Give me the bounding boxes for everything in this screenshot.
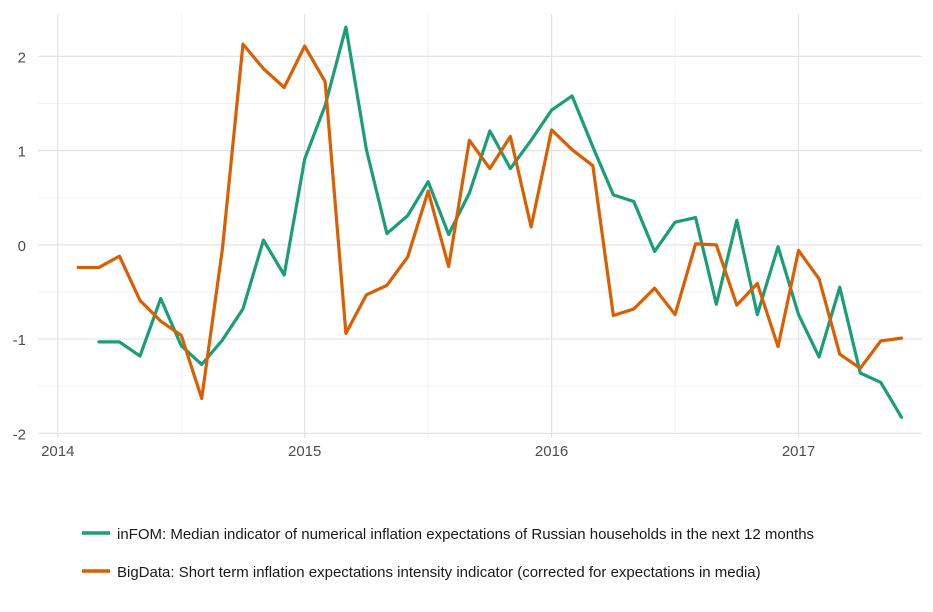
series-lines — [76, 25, 904, 419]
legend-label-bigdata: BigData: Short term inflation expectatio… — [117, 564, 761, 581]
y-tick-label: -1 — [13, 332, 26, 349]
series-line-infom — [97, 25, 904, 419]
x-tick-label: 2016 — [535, 443, 568, 460]
y-axis-tick-labels: -2 -1 0 1 2 — [13, 49, 26, 443]
legend: inFOM: Median indicator of numerical inf… — [82, 526, 814, 581]
legend-item-bigdata: BigData: Short term inflation expectatio… — [82, 564, 761, 581]
series-line-bigdata — [76, 42, 904, 401]
minor-gridlines — [38, 14, 922, 438]
y-tick-label: 2 — [18, 49, 26, 66]
y-tick-label: -2 — [13, 426, 26, 443]
legend-item-infom: inFOM: Median indicator of numerical inf… — [82, 526, 814, 543]
y-tick-label: 0 — [18, 238, 26, 255]
y-tick-label: 1 — [18, 144, 26, 161]
x-tick-label: 2014 — [41, 443, 74, 460]
major-gridlines — [38, 14, 922, 438]
x-tick-label: 2017 — [782, 443, 815, 460]
x-tick-label: 2015 — [288, 443, 321, 460]
legend-label-infom: inFOM: Median indicator of numerical inf… — [117, 526, 814, 543]
x-axis-tick-labels: 2014 2015 2016 2017 — [41, 443, 815, 460]
